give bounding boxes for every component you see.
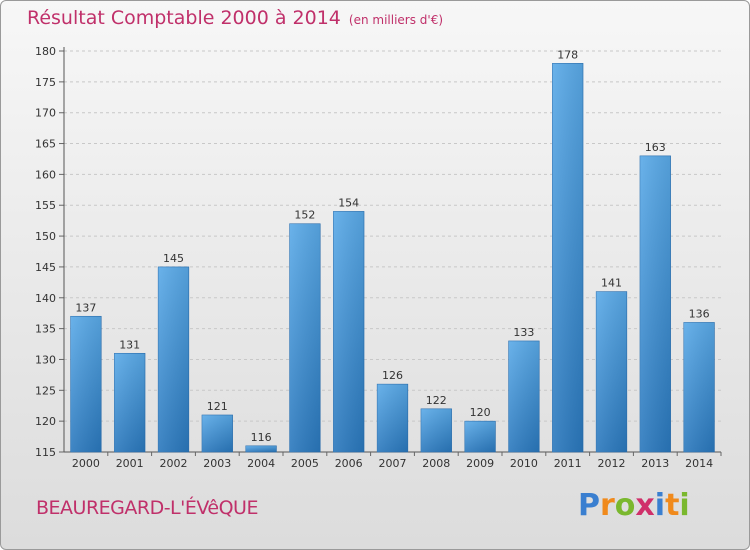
bar-value-label: 120: [470, 406, 491, 419]
x-tick-label: 2013: [641, 457, 669, 470]
bar-shade: [639, 155, 671, 452]
bar-value-label: 122: [426, 394, 447, 407]
y-tick-label: 160: [35, 168, 56, 181]
labels: 115 120 125 130 135 140 145 150 155 160 165 170 175 1…: [35, 45, 713, 470]
bar-shade: [114, 353, 146, 452]
x-tick-label: 2010: [510, 457, 538, 470]
y-tick-label: 115: [35, 446, 56, 459]
x-tick-label: 2005: [291, 457, 319, 470]
x-tick-label: 2002: [160, 457, 188, 470]
x-tick-label: 2012: [598, 457, 626, 470]
bar-shade: [333, 211, 365, 452]
x-tick-label: 2014: [685, 457, 713, 470]
x-tick-label: 2006: [335, 457, 363, 470]
commune-name: BEAUREGARD-L'ÉVêQUE: [36, 497, 258, 519]
y-tick-label: 150: [35, 230, 56, 243]
bar-shade: [552, 63, 584, 452]
y-tick-label: 140: [35, 292, 56, 305]
y-tick-label: 135: [35, 323, 56, 336]
chart-title: Résultat Comptable 2000 à 2014 (en millie…: [27, 7, 443, 29]
bar-shade: [377, 384, 408, 452]
x-tick-label: 2008: [422, 457, 450, 470]
bar-value-label: 145: [163, 252, 184, 265]
bar-shade: [289, 223, 321, 452]
x-tick-label: 2009: [466, 457, 494, 470]
bar-shade: [683, 322, 715, 452]
x-tick-label: 2004: [247, 457, 275, 470]
bar-shade: [245, 445, 277, 452]
bar-value-label: 133: [513, 326, 534, 339]
y-tick-label: 125: [35, 384, 56, 397]
chart-unit-label: (en milliers d'€): [348, 13, 444, 27]
bar-shade: [158, 266, 189, 452]
y-tick-label: 180: [35, 45, 56, 58]
proxiti-logo: Proxiti: [578, 488, 690, 523]
bar-value-label: 152: [294, 209, 315, 222]
logo-letter: t: [665, 488, 680, 523]
y-tick-label: 175: [35, 76, 56, 89]
logo-letter: i: [654, 488, 666, 523]
bar-value-label: 136: [689, 307, 710, 320]
x-tick-label: 2000: [72, 457, 100, 470]
logo-letter: o: [614, 488, 636, 523]
bar-value-label: 116: [251, 431, 272, 444]
bar-shade: [420, 408, 452, 452]
bar-value-label: 121: [207, 400, 228, 413]
bar-value-label: 178: [557, 48, 578, 61]
y-tick-label: 155: [35, 199, 56, 212]
bar-value-label: 163: [645, 141, 666, 154]
bar-value-label: 137: [75, 301, 96, 314]
logo-letter: x: [635, 488, 655, 523]
x-tick-label: 2001: [116, 457, 144, 470]
y-tick-label: 130: [35, 353, 56, 366]
logo-letter: P: [578, 488, 600, 523]
bars: [70, 63, 715, 453]
y-tick-label: 165: [35, 138, 56, 151]
chart-title-text: Résultat Comptable 2000 à 2014: [27, 7, 341, 29]
bar-shade: [464, 421, 496, 452]
x-tick-label: 2003: [203, 457, 231, 470]
bar-shade: [70, 316, 102, 452]
logo-letter: r: [600, 488, 615, 523]
bar-value-label: 154: [338, 196, 359, 209]
logo-letter: i: [679, 488, 690, 523]
bar-shade: [596, 291, 627, 452]
bar-value-label: 131: [119, 338, 140, 351]
x-tick-label: 2011: [554, 457, 582, 470]
y-tick-label: 145: [35, 261, 56, 274]
y-tick-label: 120: [35, 415, 56, 428]
bar-value-label: 141: [601, 277, 622, 290]
bar-shade: [508, 340, 540, 452]
x-tick-label: 2007: [379, 457, 407, 470]
bar-value-label: 126: [382, 369, 403, 382]
y-tick-label: 170: [35, 107, 56, 120]
bar-shade: [201, 414, 233, 452]
